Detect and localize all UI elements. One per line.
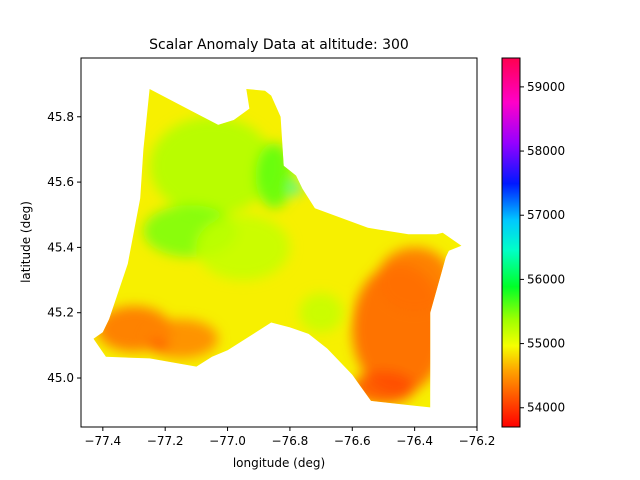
anomaly-region	[196, 214, 290, 281]
y-tick-label: 45.4	[47, 240, 74, 254]
anomaly-region	[299, 293, 343, 333]
y-tick-label: 45.6	[47, 175, 74, 189]
colorbar-tick-label: 54000	[527, 401, 565, 415]
colorbar-ticks: 54000 55000 56000 57000 58000 59000	[520, 80, 565, 415]
x-axis: −77.4 −77.2 −77.0 −76.8 −76.6 −76.4 −76.2	[84, 427, 495, 448]
x-tick-label: −76.4	[396, 434, 433, 448]
anomaly-region	[291, 182, 301, 196]
colorbar-tick-label: 56000	[527, 272, 565, 286]
colorbar-tick-label: 59000	[527, 80, 565, 94]
plot-frame	[80, 57, 478, 428]
anomaly-region	[143, 319, 219, 359]
colorbar-tick-label: 58000	[527, 144, 565, 158]
y-axis: 45.0 45.2 45.4 45.6 45.8	[47, 110, 81, 385]
colorbar-tick-label: 57000	[527, 208, 565, 222]
anomaly-region	[352, 371, 415, 405]
x-tick-label: −77.4	[84, 434, 121, 448]
colorbar-frame	[501, 57, 521, 428]
x-tick-label: −76.8	[272, 434, 309, 448]
x-tick-label: −76.6	[334, 434, 371, 448]
chart-title: Scalar Anomaly Data at altitude: 300	[149, 37, 409, 53]
anomaly-region	[377, 247, 452, 313]
y-tick-label: 45.2	[47, 306, 74, 320]
anomaly-region	[149, 116, 275, 215]
x-tick-label: −77.0	[209, 434, 246, 448]
anomaly-region	[255, 142, 293, 209]
y-tick-label: 45.0	[47, 371, 74, 385]
x-tick-label: −76.2	[459, 434, 496, 448]
y-axis-label: latitude (deg)	[19, 201, 33, 283]
heatmap-regions	[96, 116, 452, 405]
anomaly-heatmap	[93, 89, 462, 408]
x-tick-label: −77.2	[147, 434, 184, 448]
x-axis-label: longitude (deg)	[233, 456, 325, 470]
colorbar	[502, 58, 520, 427]
y-tick-label: 45.8	[47, 110, 74, 124]
anomaly-region	[149, 342, 169, 349]
colorbar-tick-label: 55000	[527, 337, 565, 351]
